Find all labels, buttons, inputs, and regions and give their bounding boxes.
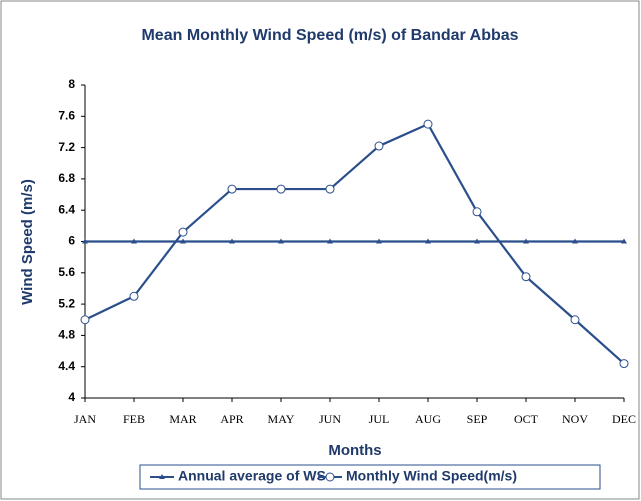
point-marker bbox=[572, 238, 578, 244]
y-tick-label: 6.8 bbox=[58, 171, 75, 185]
point-marker bbox=[129, 291, 139, 301]
y-tick-label: 8 bbox=[68, 77, 75, 91]
y-tick-label: 7.6 bbox=[58, 108, 75, 122]
x-tick-label: JUN bbox=[319, 412, 341, 426]
x-tick-label: AUG bbox=[415, 412, 441, 426]
y-tick-label: 6.4 bbox=[58, 202, 75, 216]
x-tick-label: DEC bbox=[612, 412, 636, 426]
legend bbox=[139, 464, 601, 490]
point-marker bbox=[80, 315, 90, 325]
x-tick-label: JUL bbox=[369, 412, 390, 426]
point-marker bbox=[472, 207, 482, 217]
point-marker bbox=[82, 238, 88, 244]
legend-label: Annual average of WS bbox=[178, 468, 326, 484]
y-axis-label: Wind Speed (m/s) bbox=[19, 179, 36, 305]
y-tick-label: 4.8 bbox=[58, 328, 75, 342]
point-marker bbox=[425, 238, 431, 244]
x-tick-label: APR bbox=[220, 412, 243, 426]
point-marker bbox=[325, 184, 335, 194]
x-tick-label: OCT bbox=[514, 412, 539, 426]
y-tick-label: 5.6 bbox=[58, 265, 75, 279]
y-tick-label: 4.4 bbox=[58, 359, 75, 373]
point-marker bbox=[521, 272, 531, 282]
point-marker bbox=[423, 119, 433, 129]
legend-label: Monthly Wind Speed(m/s) bbox=[346, 468, 517, 484]
point-marker bbox=[327, 238, 333, 244]
point-marker bbox=[131, 238, 137, 244]
point-marker bbox=[229, 238, 235, 244]
point-marker bbox=[180, 238, 186, 244]
x-tick-label: MAR bbox=[169, 412, 196, 426]
legend-marker bbox=[325, 472, 335, 482]
point-marker bbox=[374, 141, 384, 151]
x-axis-label: Months bbox=[328, 442, 381, 459]
legend-marker bbox=[159, 474, 165, 479]
y-tick-label: 5.2 bbox=[58, 296, 75, 310]
series-line bbox=[84, 122, 625, 365]
point-marker bbox=[523, 238, 529, 244]
point-marker bbox=[570, 315, 580, 325]
point-marker bbox=[474, 238, 480, 244]
chart-title: Mean Monthly Wind Speed (m/s) of Bandar … bbox=[141, 27, 518, 44]
x-tick-label: SEP bbox=[467, 412, 488, 426]
y-tick-label: 4 bbox=[68, 390, 75, 404]
point-marker bbox=[376, 238, 382, 244]
point-marker bbox=[178, 227, 188, 237]
x-tick-label: JAN bbox=[74, 412, 96, 426]
point-marker bbox=[276, 184, 286, 194]
point-marker bbox=[621, 238, 627, 244]
y-tick-label: 7.2 bbox=[58, 140, 75, 154]
x-tick-label: NOV bbox=[562, 412, 588, 426]
x-tick-label: FEB bbox=[123, 412, 145, 426]
point-marker bbox=[278, 238, 284, 244]
point-marker bbox=[619, 359, 629, 369]
point-marker bbox=[227, 184, 237, 194]
y-tick-label: 6 bbox=[68, 234, 75, 248]
x-tick-label: MAY bbox=[268, 412, 295, 426]
